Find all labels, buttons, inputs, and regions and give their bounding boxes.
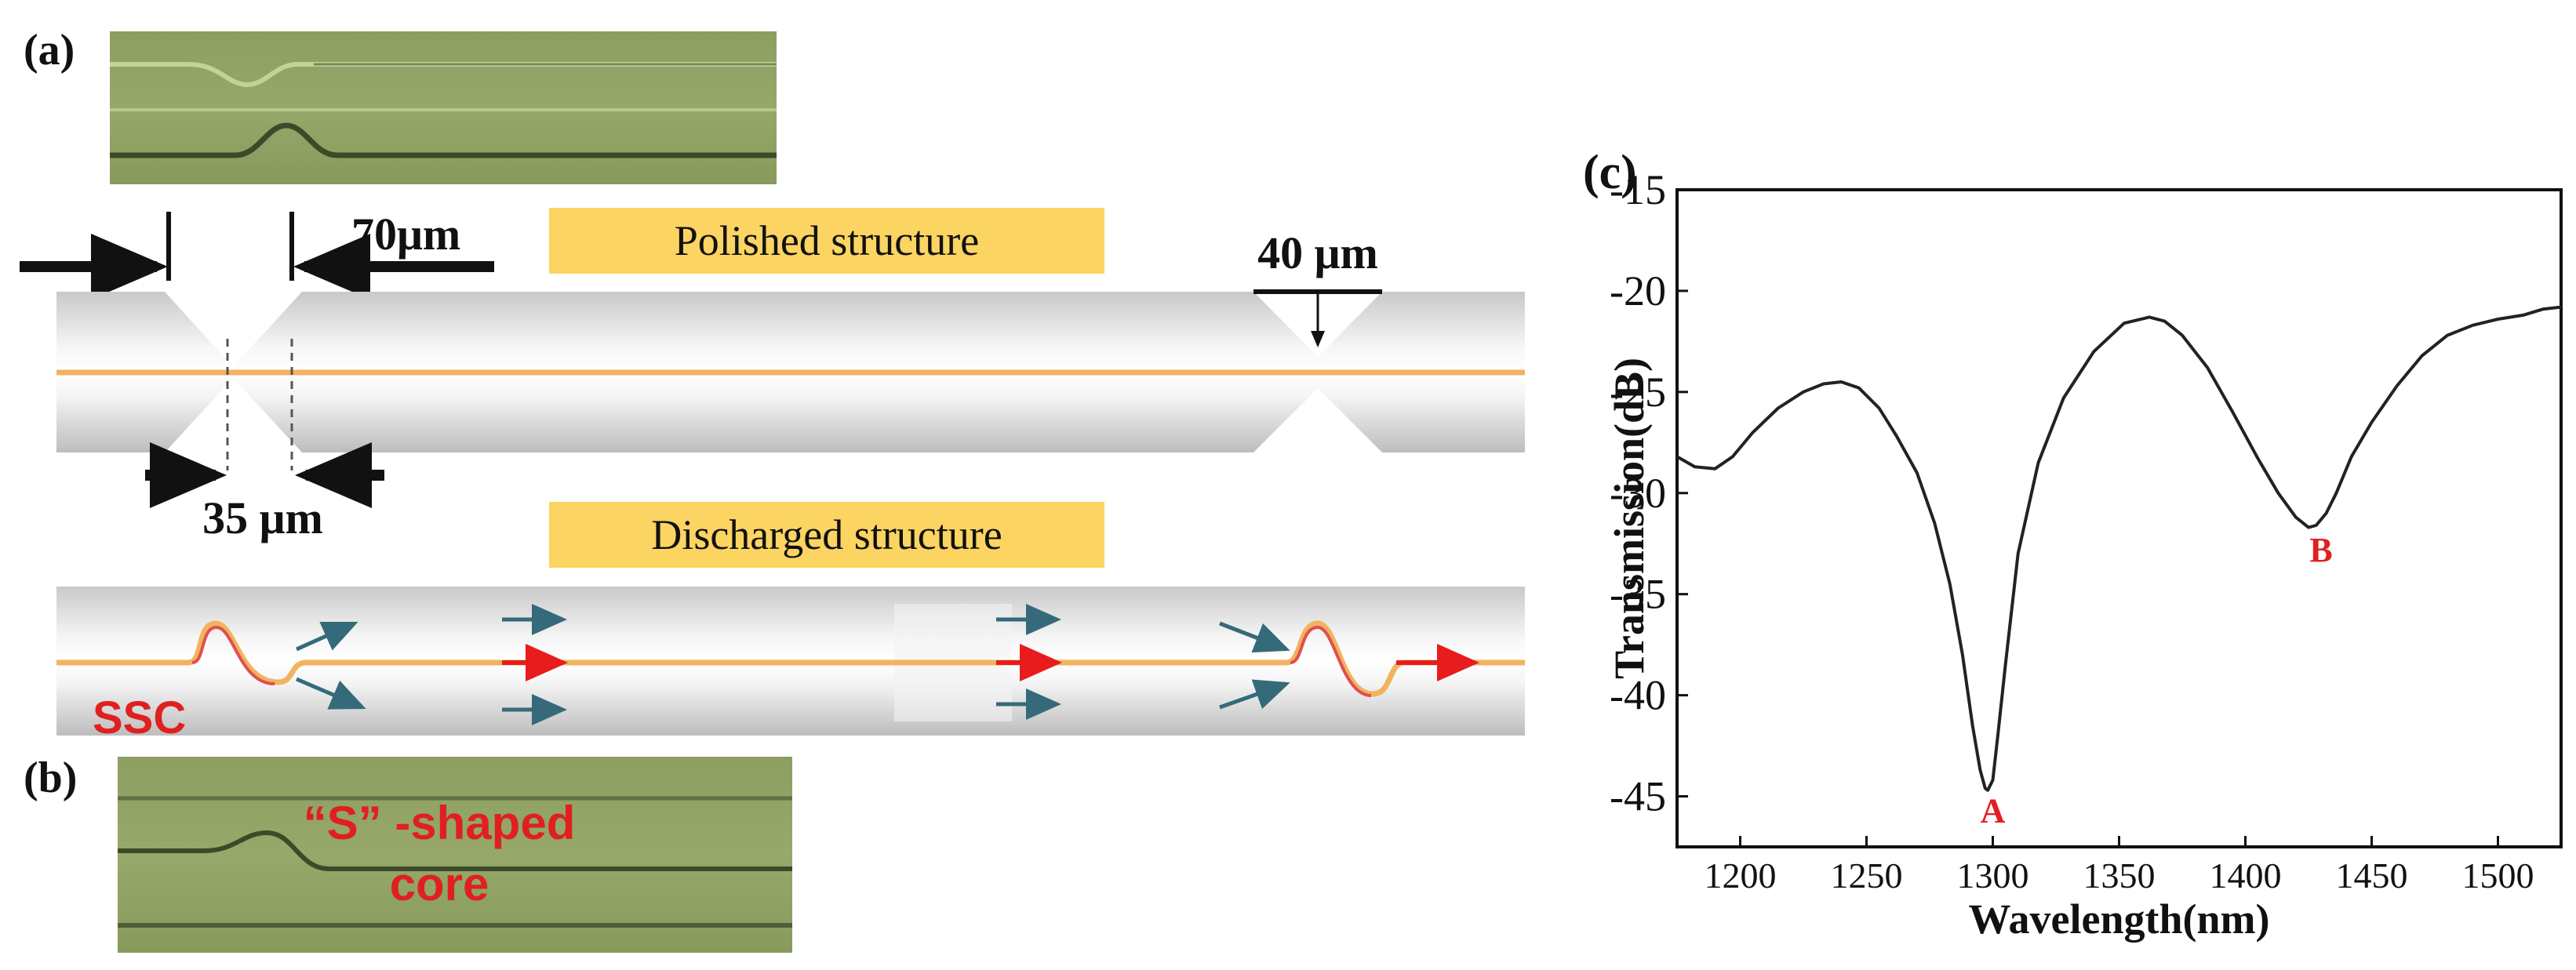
panel-a-label: (a) xyxy=(24,26,75,74)
transmission-chart: -15 -20 -25 -30 -35 -40 -45 1200 1250 1300 1350 140… xyxy=(1606,166,2563,943)
x-tick-label: 1400 xyxy=(2210,856,2282,896)
y-tick-label: -30 xyxy=(1610,470,1666,517)
arrow-teal xyxy=(1219,679,1290,710)
polished-fiber xyxy=(56,292,1525,470)
micrograph-bottom: “S” -shaped core xyxy=(118,757,792,953)
y-axis-label: Transmission(dB) xyxy=(1606,358,1653,679)
x-tick-label: 1300 xyxy=(1957,856,2029,896)
discharged-fiber: SSC xyxy=(56,587,1525,743)
dim-35um: 35 μm xyxy=(145,442,384,543)
y-tick-label: -35 xyxy=(1610,571,1666,618)
arrow-teal xyxy=(295,621,358,652)
x-tick-label: 1450 xyxy=(2336,856,2408,896)
x-tick-label: 1500 xyxy=(2462,856,2534,896)
y-tick-label: -25 xyxy=(1610,369,1666,416)
plot-frame xyxy=(1675,188,2563,848)
x-axis-label: Wavelength(nm) xyxy=(1969,896,2270,943)
annotation-a: A xyxy=(1981,791,2006,830)
panel-c-label: (c) xyxy=(1583,146,1637,199)
micro-label-line2: core xyxy=(390,858,489,910)
y-tick-label: -40 xyxy=(1610,672,1666,719)
x-tick-label: 1250 xyxy=(1831,856,1903,896)
dim-70um: 70μm xyxy=(20,209,494,300)
arrow-teal xyxy=(1219,621,1290,653)
panel-b: (b) “S” -shaped core xyxy=(24,754,792,953)
x-tick-label: 1200 xyxy=(1705,856,1777,896)
micro-label-line1: “S” -shaped xyxy=(304,797,576,849)
polished-title-text: Polished structure xyxy=(675,217,979,264)
polished-title: Polished structure xyxy=(549,208,1104,274)
panel-b-label: (b) xyxy=(24,754,77,802)
dim-35um-text: 35 μm xyxy=(202,492,323,543)
discharged-title: Discharged structure xyxy=(549,502,1104,568)
dim-70um-text: 70μm xyxy=(351,209,460,260)
dim-40um: 40 μm xyxy=(1253,227,1382,347)
panel-a: (a) Polished structure 70μm xyxy=(20,26,1525,743)
panel-c: (c) -15 -20 -25 -30 -35 -40 -45 1200 1250 1300 135… xyxy=(1583,146,2563,943)
arrow-teal xyxy=(296,677,366,710)
discharged-title-text: Discharged structure xyxy=(651,511,1002,558)
y-tick-label: -45 xyxy=(1610,773,1666,820)
x-tick-label: 1350 xyxy=(2083,856,2156,896)
series-line-transmission xyxy=(1676,305,2562,792)
y-tick-label: -20 xyxy=(1610,267,1666,314)
y-tick-label: -15 xyxy=(1610,166,1666,213)
annotation-b: B xyxy=(2309,531,2332,569)
micrograph-top xyxy=(110,31,777,184)
dim-40um-text: 40 μm xyxy=(1257,227,1378,278)
ssc-label: SSC xyxy=(93,692,186,743)
